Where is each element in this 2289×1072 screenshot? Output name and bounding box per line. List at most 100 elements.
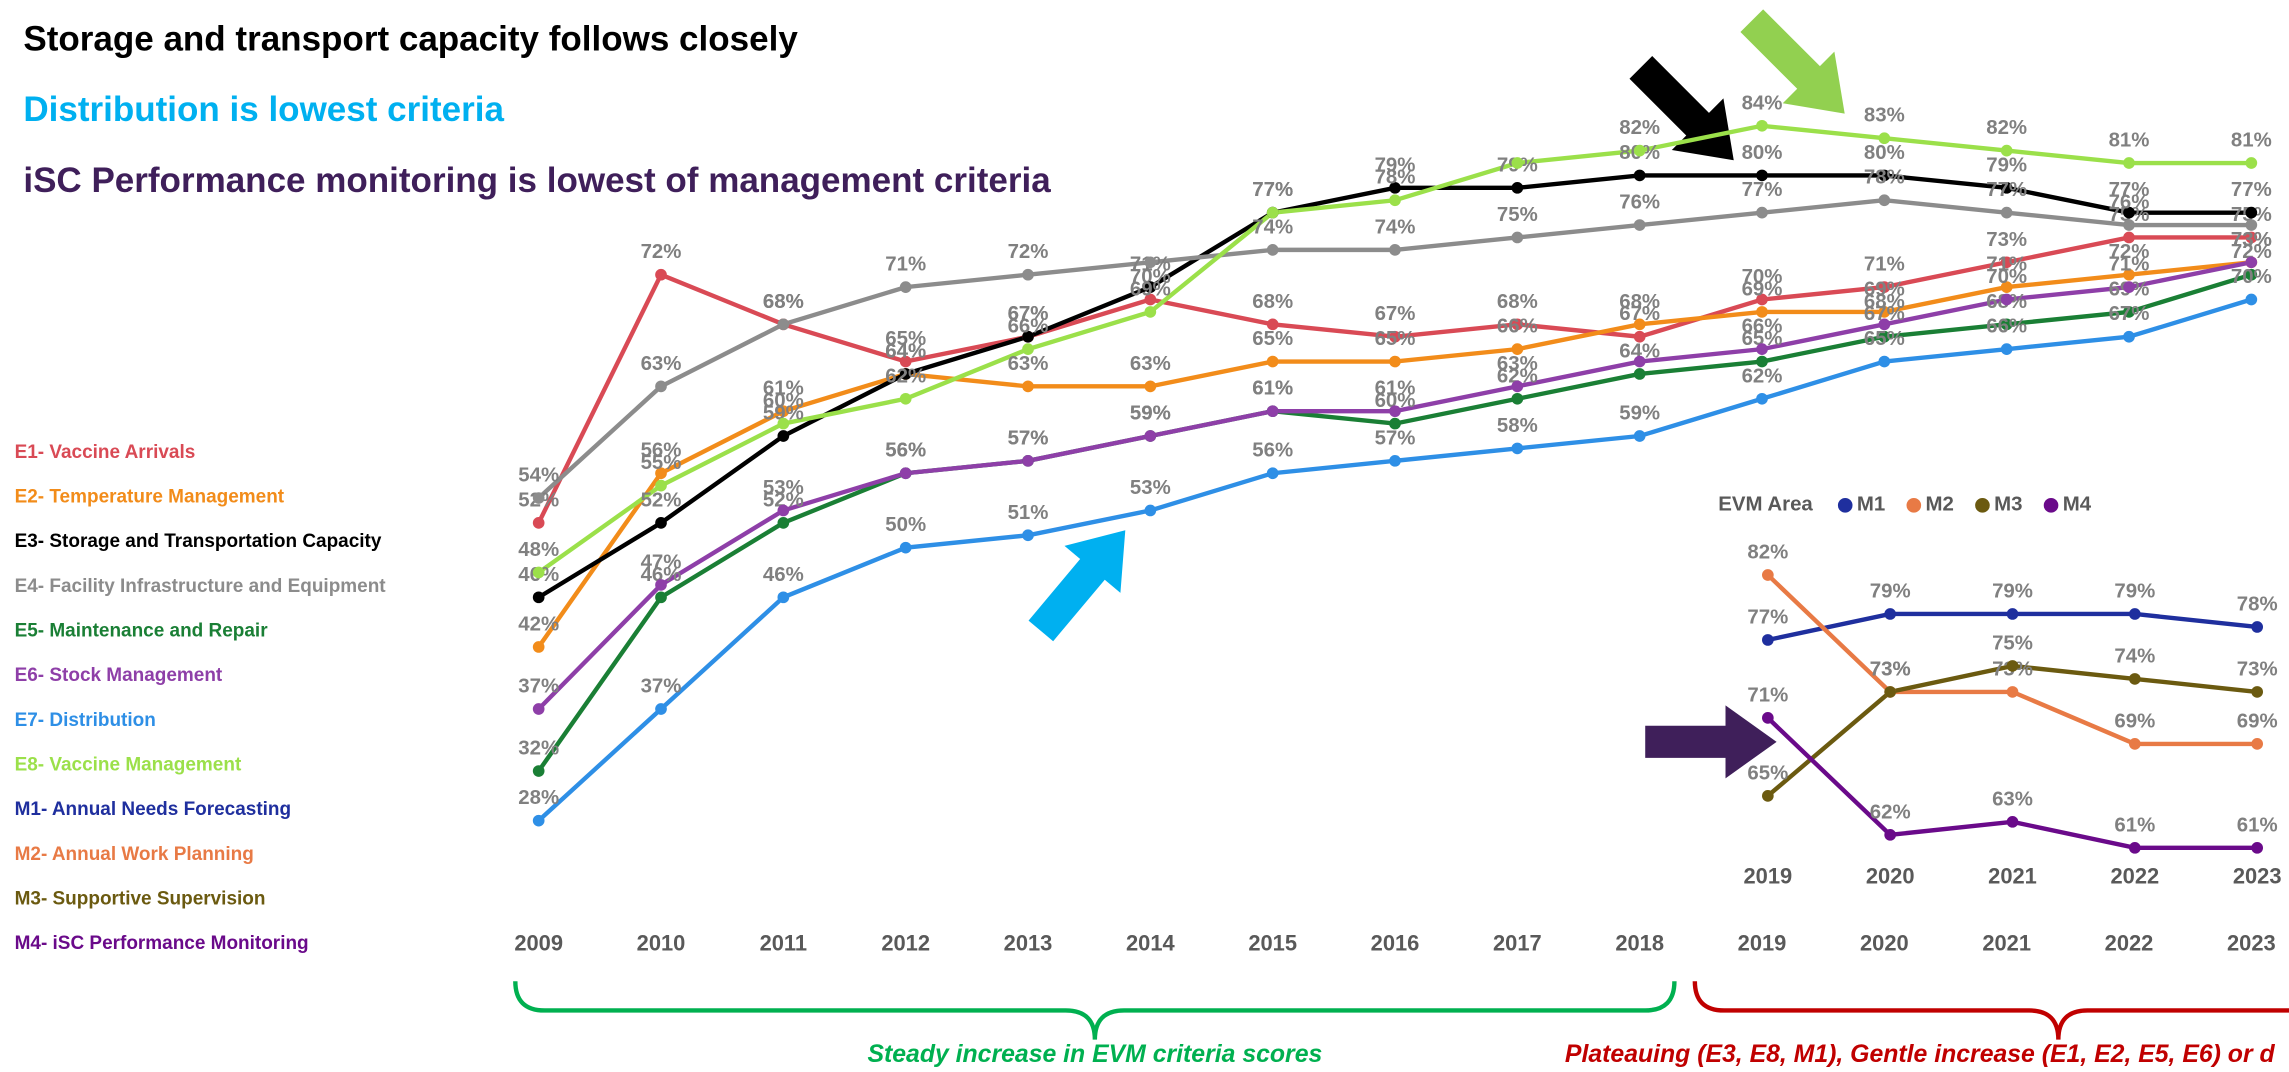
data-point: [2123, 306, 2135, 318]
data-label: 46%: [763, 564, 804, 586]
data-label: 61%: [1375, 378, 1416, 400]
x-tick-label: 2021: [1988, 863, 2037, 888]
data-label: 76%: [2109, 192, 2150, 214]
data-point: [1144, 256, 1157, 269]
data-point: [655, 703, 667, 715]
x-tick-label: 2011: [760, 931, 807, 956]
data-label: 28%: [518, 787, 559, 809]
brace: [513, 981, 1677, 1040]
data-point: [1762, 634, 1774, 646]
data-label: 62%: [1742, 365, 1783, 387]
data-label: 62%: [1870, 801, 1911, 823]
data-label: 74%: [2114, 645, 2155, 667]
data-label: 56%: [1252, 440, 1293, 462]
data-label: 63%: [641, 353, 682, 375]
data-label: 71%: [2109, 254, 2150, 276]
data-label: 67%: [1008, 303, 1049, 325]
data-label: 61%: [763, 378, 804, 400]
data-point: [899, 368, 912, 380]
data-point: [777, 417, 790, 430]
data-point: [2123, 330, 2135, 343]
legend-entry: M3- Supportive Supervision: [15, 889, 266, 910]
data-label: 63%: [1008, 353, 1049, 375]
data-point: [1389, 417, 1401, 430]
data-point: [1884, 828, 1897, 841]
data-label: 53%: [763, 477, 804, 499]
x-tick-label: 2021: [1982, 931, 2031, 956]
data-label: 65%: [885, 328, 926, 350]
legend-entry: M4: [2063, 494, 2092, 516]
legend-marker: [2043, 498, 2059, 513]
data-point: [777, 318, 790, 331]
data-label: 64%: [1619, 340, 1660, 362]
data-label: 53%: [1130, 477, 1171, 499]
legend-entry: M3: [1994, 494, 2022, 516]
data-label: 72%: [2231, 241, 2272, 263]
data-point: [2000, 281, 2013, 293]
data-label: 68%: [1619, 291, 1660, 313]
x-tick-label: 2012: [881, 931, 930, 956]
x-tick-label: 2023: [2233, 863, 2282, 888]
arrow: [1028, 530, 1126, 642]
data-point: [1762, 712, 1774, 724]
data-label: 68%: [763, 291, 804, 313]
data-label: 59%: [1619, 402, 1660, 424]
data-point: [1762, 790, 1774, 802]
data-label: 65%: [1747, 762, 1788, 784]
data-point: [655, 380, 667, 393]
data-point: [1144, 380, 1157, 393]
legend-entry: M2- Annual Work Planning: [15, 844, 254, 865]
data-point: [2245, 219, 2258, 231]
x-tick-label: 2018: [1615, 931, 1664, 956]
data-point: [1633, 219, 1646, 231]
data-point: [2000, 343, 2013, 355]
data-point: [1266, 405, 1279, 418]
brace: [1692, 981, 2289, 1040]
data-label: 74%: [1252, 216, 1293, 238]
data-label: 37%: [641, 675, 682, 697]
data-label: 72%: [1008, 241, 1049, 263]
data-label: 67%: [1619, 303, 1660, 325]
data-point: [1756, 343, 1768, 355]
data-label: 48%: [518, 539, 559, 561]
data-label: 57%: [1008, 427, 1049, 449]
data-point: [1144, 306, 1157, 318]
data-label: 84%: [1742, 92, 1783, 114]
data-point: [777, 504, 790, 517]
data-label: 67%: [1864, 303, 1905, 325]
data-point: [1756, 119, 1768, 132]
data-point: [1022, 330, 1034, 343]
heading: Storage and transport capacity follows c…: [23, 19, 798, 58]
data-point: [2000, 293, 2013, 306]
data-label: 32%: [518, 738, 559, 760]
data-label: 62%: [885, 365, 926, 387]
data-label: 71%: [1864, 254, 1905, 276]
data-label: 52%: [763, 489, 804, 511]
data-point: [777, 591, 790, 604]
x-tick-label: 2020: [1860, 931, 1909, 956]
data-label: 77%: [1986, 179, 2027, 201]
data-point: [1389, 355, 1401, 368]
data-label: 61%: [2237, 814, 2278, 836]
data-point: [2245, 231, 2258, 244]
data-point: [2123, 219, 2135, 231]
data-point: [2000, 181, 2013, 194]
x-tick-label: 2014: [1126, 931, 1175, 956]
data-point: [1389, 330, 1401, 343]
data-point: [2000, 144, 2013, 157]
x-tick-label: 2019: [1738, 931, 1787, 956]
data-point: [2245, 268, 2258, 281]
data-point: [1633, 169, 1646, 182]
annotation: Plateauing (E3, E8, M1), Gentle increase…: [1565, 1041, 2276, 1068]
data-label: 77%: [1747, 606, 1788, 628]
data-label: 80%: [1864, 142, 1905, 164]
data-point: [1144, 504, 1157, 517]
data-label: 79%: [1992, 580, 2033, 602]
data-point: [1878, 306, 1891, 318]
data-point: [1762, 569, 1774, 581]
data-point: [532, 765, 545, 777]
data-point: [1266, 318, 1279, 331]
data-point: [1266, 244, 1279, 256]
data-label: 59%: [763, 402, 804, 424]
data-label: 63%: [1497, 353, 1538, 375]
